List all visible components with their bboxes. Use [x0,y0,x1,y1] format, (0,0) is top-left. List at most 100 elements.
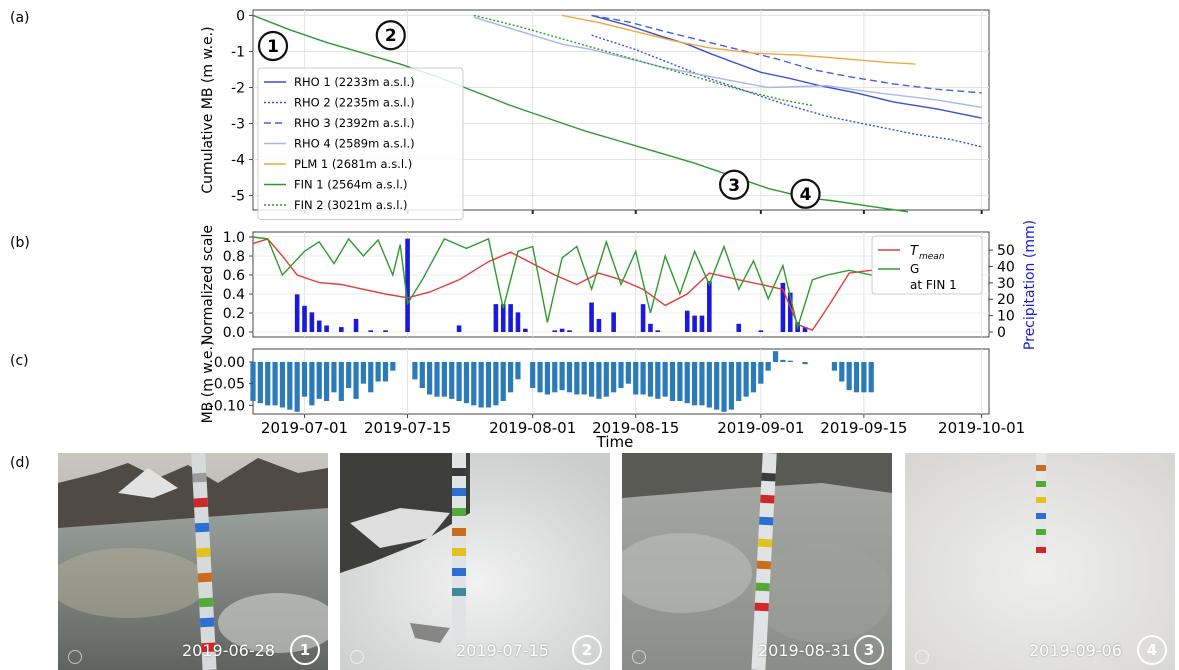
mb-bar [265,362,271,406]
legend-label-t-mean-sub: mean [919,252,945,262]
panel-b-y2tick-label: 10 [997,309,1015,325]
precip-bar [456,325,462,332]
marker-label-1: 1 [267,37,279,57]
precip-bar [309,312,315,332]
mb-bar [640,362,646,395]
panel-c-xtick-label: 2019-08-01 [489,419,576,437]
mb-bar [331,362,337,393]
mb-bar [309,362,315,406]
mb-bar [559,362,565,391]
mb-bar [324,362,330,401]
mb-bar [706,362,712,408]
mb-bar [692,362,698,406]
panel-c-ytick-label: -0.10 [209,398,245,414]
precip-bar [589,302,594,332]
panel-b-ylabel: Normalized scale [200,225,216,345]
panel-a-ylabel: Cumulative MB (m w.e.) [200,26,216,193]
precip-bar [692,315,697,332]
panel-a-legend: RHO 1 (2233m a.s.l.) RHO 2 (2235m a.s.l.)… [257,67,464,220]
panel-c-xtick-label: 2019-07-01 [261,419,348,437]
mb-bar [721,362,727,412]
legend-label-g: G [910,262,919,276]
mb-bar [316,362,322,399]
mb-bar [449,362,455,399]
marker-circle-1 [257,30,289,62]
mb-bar [603,362,609,397]
series-line-4 [473,16,982,108]
panel-b-ytick-label: 0.4 [223,287,245,303]
mb-bar [839,362,845,382]
panel-a-cumulative-mb: 0-1-2-3-4-5 123 4 Cumulative MB (m w.e.) … [200,8,990,220]
precip-bar [567,330,572,332]
mb-bar [530,362,536,388]
mb-bar [346,362,352,388]
mb-bar [412,362,418,380]
photo-4: 2019-09-06 4 [905,453,1175,670]
mb-bar [846,362,852,391]
legend-label-t-mean: T [910,244,919,259]
mb-bar [427,362,433,395]
panel-b-frame [252,231,990,338]
mb-bar [552,362,558,393]
mb-bar [669,362,676,401]
precip-bar [294,294,300,332]
panel-c-xtick-label: 2019-08-15 [592,419,679,437]
mb-bar [353,362,359,399]
panel-c-xticks: 2019-07-01 2019-07-15 2019-08-01 2019-08-15… [261,414,1025,437]
precip-bar [640,304,646,332]
photo-4-date: 2019-09-06 [1029,641,1122,660]
series-line-2 [591,34,982,148]
mb-bar [618,362,624,388]
precip-bar [787,292,793,332]
mb-bar [772,351,779,362]
mb-bar [802,362,808,365]
mb-bar [684,362,690,404]
legend-label-4: RHO 4 (2589m a.s.l.) [294,137,415,151]
legend-label-5: PLM 1 (2681m a.s.l.) [294,157,412,171]
precip-bar [596,318,602,332]
mb-bar [647,362,654,397]
legend-label-at-fin1: at FIN 1 [910,278,957,292]
mb-bar [736,362,742,401]
precip-bar [353,318,359,332]
legend-label-1: RHO 1 (2233m a.s.l.) [294,75,415,89]
mb-bar [375,362,381,382]
panel-a-ytick-label: -3 [231,117,245,133]
precip-bar [780,282,786,332]
mb-bar [625,362,631,384]
panel-b-ytick-label: 0.0 [223,325,245,341]
panel-c-xtick-label: 2019-09-01 [717,419,804,437]
series-line-5 [561,14,916,65]
panel-c-ytick-label: 0.00 [214,355,245,371]
panel-b-yticks: 1.0 0.8 0.6 0.4 0.2 0.0 [223,230,253,341]
panel-b-ytick-label: 0.2 [223,306,245,322]
panel-a-markers: 1 2 3 4 [257,20,821,209]
panel-label-d: (d) [10,455,30,471]
panel-a-ytick-label: 0 [236,8,245,24]
legend-label-6: FIN 1 (2564m a.s.l.) [294,178,408,192]
precip-bar [707,281,712,332]
marker-circle-4 [790,178,821,209]
mb-bar [368,362,374,393]
photo-2-number: 2 [572,635,602,665]
mb-bar [743,362,749,397]
panel-c-daily-mb: 0.00-0.05-0.10 2019-07-01 2019-07-15 2019-… [200,341,1025,451]
line-g [252,236,909,330]
marker-circle-2 [375,20,406,51]
mb-bar [655,362,661,399]
precip-bar [302,305,307,332]
legend-box [257,67,464,220]
photo-4-image [905,453,1175,670]
precip-bar [758,330,764,332]
precip-bar [324,325,329,332]
mb-bar [780,359,786,362]
precip-bar [802,327,808,332]
mb-bar [853,362,860,393]
panel-label-a: (a) [10,10,30,26]
panel-a-ytick-label: -4 [231,153,245,169]
mb-bar [382,362,389,382]
mb-bar [500,362,506,401]
photo-2-image [340,453,610,670]
